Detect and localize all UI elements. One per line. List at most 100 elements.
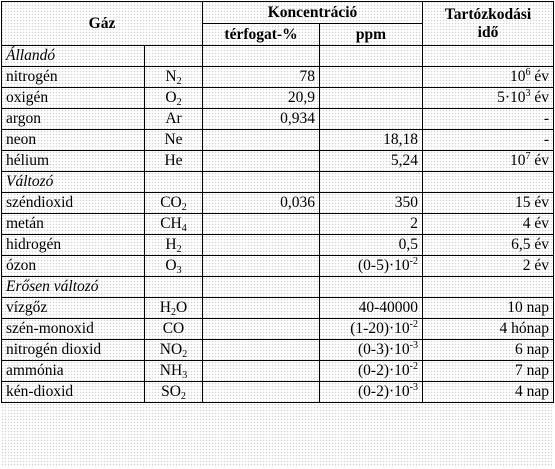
ppm-text: 18,18 — [383, 131, 419, 148]
residence-time-value: 106 év — [422, 66, 555, 88]
ppm-exponent: -3 — [409, 382, 419, 393]
section-row: Állandó — [1, 45, 555, 67]
table-row: oxigén O2 20,9 5·103 év — [1, 87, 555, 109]
table-header: Gáz Koncentráció Tartózkodási idő térfoga… — [1, 1, 555, 46]
gas-name: neon — [1, 129, 145, 151]
empty-cell — [202, 45, 320, 67]
volume-percent-value: 78 — [202, 66, 320, 88]
formula-base: H — [165, 236, 177, 253]
residence-base: 4 nap — [515, 383, 550, 400]
empty-cell — [144, 45, 203, 67]
header-volume-percent: térfogat-% — [202, 23, 320, 46]
ppm-value — [318, 87, 424, 109]
table-row: ammónia NH3 (0-2)·10-2 7 nap — [1, 360, 555, 382]
header-row-1: Gáz Koncentráció Tartózkodási idő — [1, 1, 555, 46]
volume-percent-value — [202, 318, 320, 340]
residence-base: 5·10 — [497, 89, 526, 106]
header-ppm: ppm — [318, 23, 424, 46]
residence-base: 6 nap — [515, 341, 550, 358]
formula-base: NO — [159, 341, 183, 358]
residence-base: 4 év — [522, 215, 550, 232]
ppm-text: (1-20)·10 — [350, 320, 410, 337]
volume-percent-value — [202, 297, 320, 319]
residence-time-value: 4 hónap — [422, 318, 555, 340]
ppm-text: (0-2)·10 — [358, 362, 410, 379]
residence-time-value: 2 év — [422, 255, 555, 277]
empty-cell — [422, 45, 555, 67]
table-row: szén-monoxid CO (1-20)·10-2 4 hónap — [1, 318, 555, 340]
gas-formula: H2O — [144, 297, 203, 319]
ppm-value: (0-5)·10-2 — [318, 255, 424, 277]
formula-subscript: 2 — [180, 391, 186, 402]
table-row: kén-dioxid SO2 (0-2)·10-3 4 nap — [1, 381, 555, 403]
table-row: vízgőz H2O 40-40000 10 nap — [1, 297, 555, 319]
residence-base: 2 év — [522, 257, 550, 274]
table-row: metán CH4 2 4 év — [1, 213, 555, 235]
formula-subscript: 4 — [181, 223, 187, 234]
volume-percent-value — [202, 213, 320, 235]
formula-subscript: 2 — [182, 349, 188, 360]
table-row: hélium He 5,24 107 év — [1, 150, 555, 172]
volume-percent-value — [202, 360, 320, 382]
table-row: nitrogén dioxid NO2 (0-3)·10-3 6 nap — [1, 339, 555, 361]
volume-percent-value — [202, 339, 320, 361]
volume-percent-value: 20,9 — [202, 87, 320, 109]
section-title: Erősen változó — [1, 276, 145, 298]
formula-base: N — [165, 68, 177, 85]
formula-base: CH — [160, 215, 182, 232]
atmosphere-gas-table: Gáz Koncentráció Tartózkodási idő térfoga… — [1, 1, 555, 403]
empty-cell — [144, 171, 203, 193]
gas-formula: SO2 — [144, 381, 203, 403]
gas-name: ózon — [1, 255, 145, 277]
residence-exponent: 7 — [525, 151, 531, 162]
gas-name: hélium — [1, 150, 145, 172]
formula-base: O — [165, 89, 177, 106]
formula-base: Ne — [164, 131, 183, 148]
ppm-value: 5,24 — [318, 150, 424, 172]
gas-name: vízgőz — [1, 297, 145, 319]
gas-name: széndioxid — [1, 192, 145, 214]
gas-name: nitrogén dioxid — [1, 339, 145, 361]
residence-base: 10 — [510, 152, 526, 169]
volume-percent-value: 0,934 — [202, 108, 320, 130]
gas-name: argon — [1, 108, 145, 130]
gas-formula: NO2 — [144, 339, 203, 361]
gas-formula: Ne — [144, 129, 203, 151]
residence-exponent: 6 — [525, 67, 531, 78]
section-title: Állandó — [1, 45, 145, 67]
ppm-value: 2 — [318, 213, 424, 235]
formula-base: O — [165, 257, 177, 274]
gas-name: hidrogén — [1, 234, 145, 256]
gas-formula: CO — [144, 318, 203, 340]
ppm-text: (0-5)·10 — [358, 257, 410, 274]
empty-cell — [202, 276, 320, 298]
residence-time-value: 7 nap — [422, 360, 555, 382]
ppm-value — [318, 108, 424, 130]
formula-base: SO — [161, 383, 181, 400]
formula-base: H — [159, 299, 171, 316]
gas-name: oxigén — [1, 87, 145, 109]
ppm-value: 18,18 — [318, 129, 424, 151]
ppm-value: 350 — [318, 192, 424, 214]
gas-formula: H2 — [144, 234, 203, 256]
formula-base: Ar — [165, 110, 182, 127]
residence-time-value: 15 év — [422, 192, 555, 214]
ppm-text: (0-3)·10 — [358, 341, 410, 358]
residence-time-value: 6 nap — [422, 339, 555, 361]
ppm-text: 40-40000 — [358, 299, 419, 316]
empty-cell — [422, 171, 555, 193]
gas-formula: N2 — [144, 66, 203, 88]
gas-formula: CH4 — [144, 213, 203, 235]
formula-subscript: 2 — [181, 202, 187, 213]
residence-base: 4 hónap — [499, 320, 550, 337]
empty-cell — [144, 276, 203, 298]
formula-subscript: 2 — [176, 97, 182, 108]
volume-percent-value — [202, 129, 320, 151]
gas-formula: O3 — [144, 255, 203, 277]
gas-name: kén-dioxid — [1, 381, 145, 403]
residence-base: 15 év — [515, 194, 550, 211]
header-gas: Gáz — [1, 1, 203, 46]
table-row: ózon O3 (0-5)·10-2 2 év — [1, 255, 555, 277]
ppm-exponent: -2 — [409, 361, 419, 372]
section-title: Változó — [1, 171, 145, 193]
